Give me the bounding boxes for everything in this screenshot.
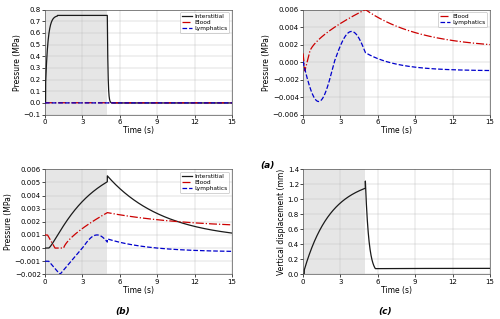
Legend: Interstitial, Blood, Lymphatics: Interstitial, Blood, Lymphatics [180,172,229,193]
Y-axis label: Pressure (MPa): Pressure (MPa) [4,193,14,250]
Y-axis label: Pressure (MPa): Pressure (MPa) [262,34,272,91]
Text: (a): (a) [260,161,274,170]
Y-axis label: Pressure (MPa): Pressure (MPa) [14,34,22,91]
Bar [45,10,108,115]
Text: (b): (b) [115,307,130,316]
X-axis label: Time (s): Time (s) [381,126,412,135]
Bar [303,10,366,115]
Legend: Blood, Lymphatics: Blood, Lymphatics [438,12,487,27]
X-axis label: Time (s): Time (s) [381,286,412,295]
X-axis label: Time (s): Time (s) [123,126,154,135]
Bar [303,169,366,274]
Text: (c): (c) [378,307,392,316]
Bar [45,169,108,274]
Y-axis label: Vertical displacement (mm): Vertical displacement (mm) [277,169,286,275]
X-axis label: Time (s): Time (s) [123,286,154,295]
Legend: Interstitial, Blood, Lymphatics: Interstitial, Blood, Lymphatics [180,12,229,33]
